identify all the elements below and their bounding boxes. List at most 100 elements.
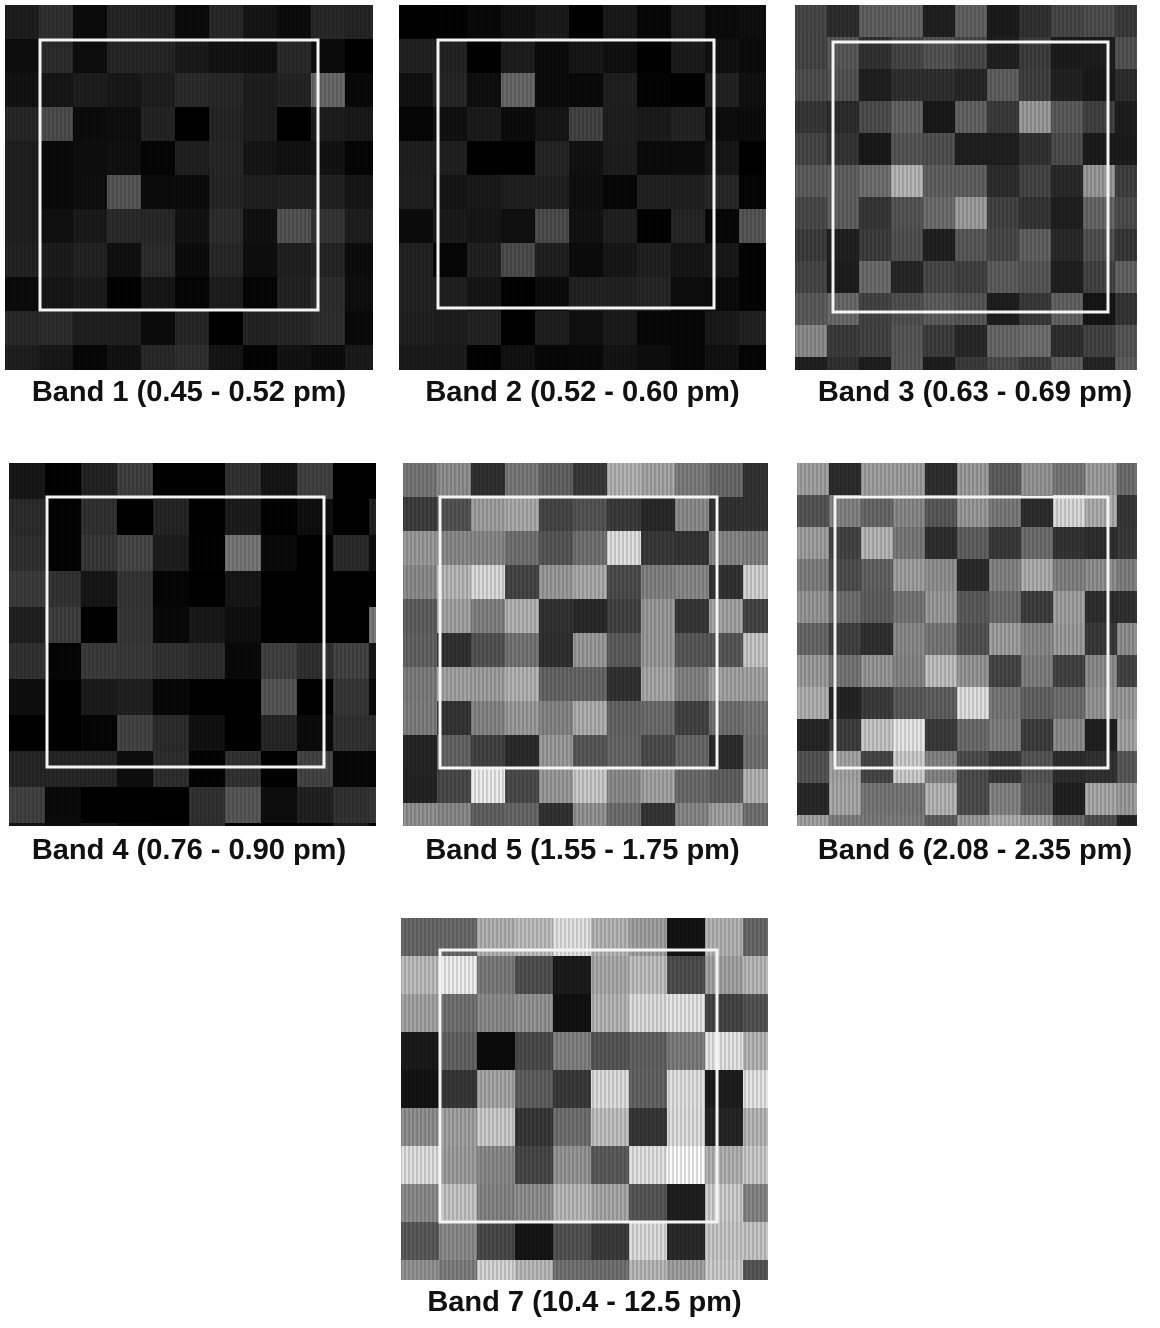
image-block	[45, 679, 81, 715]
image-block	[209, 39, 243, 73]
band-image	[797, 463, 1137, 826]
image-block	[705, 5, 739, 39]
image-block	[569, 5, 603, 39]
image-block	[311, 141, 345, 175]
image-block	[39, 277, 73, 311]
image-block	[5, 311, 39, 345]
caption: Band 1 (0.45 - 0.52 pm)	[5, 376, 373, 409]
image-block	[117, 643, 153, 679]
image-block	[603, 73, 637, 107]
image-block	[297, 463, 333, 499]
image-block	[297, 679, 333, 715]
image-block	[671, 5, 705, 39]
image-block	[225, 823, 261, 826]
image-block	[243, 107, 277, 141]
image-block	[573, 463, 607, 497]
image-block	[45, 787, 81, 823]
image-canvas	[797, 463, 1137, 826]
caption: Band 2 (0.52 - 0.60 pm)	[399, 376, 766, 409]
image-block	[501, 345, 535, 370]
image-block	[9, 823, 45, 826]
image-block	[603, 243, 637, 277]
image-block	[641, 531, 675, 565]
image-block	[189, 607, 225, 643]
image-block	[117, 787, 153, 823]
image-block	[1117, 463, 1137, 495]
band-image	[9, 463, 376, 826]
image-block	[467, 175, 501, 209]
image-block	[175, 277, 209, 311]
image-block	[1117, 815, 1137, 826]
image-block	[117, 535, 153, 571]
image-block	[153, 571, 189, 607]
image-block	[569, 73, 603, 107]
image-block	[505, 565, 539, 599]
image-block	[671, 277, 705, 311]
image-block	[225, 607, 261, 643]
image-block	[311, 209, 345, 243]
image-block	[641, 735, 675, 769]
image-block	[705, 175, 739, 209]
image-block	[539, 531, 573, 565]
image-block	[705, 311, 739, 345]
image-block	[5, 175, 39, 209]
image-block	[189, 463, 225, 499]
image-block	[675, 633, 709, 667]
image-block	[535, 175, 569, 209]
image-block	[671, 107, 705, 141]
image-block	[81, 463, 117, 499]
image-block	[333, 463, 369, 499]
image-block	[225, 535, 261, 571]
image-block	[641, 769, 675, 803]
image-block	[641, 667, 675, 701]
caption: Band 7 (10.4 - 12.5 pm)	[401, 1286, 768, 1319]
image-block	[573, 599, 607, 633]
image-block	[311, 345, 345, 370]
image-block	[539, 463, 573, 497]
image-block	[153, 715, 189, 751]
image-block	[637, 209, 671, 243]
image-block	[569, 107, 603, 141]
image-block	[175, 311, 209, 345]
image-block	[705, 243, 739, 277]
image-block	[471, 463, 505, 497]
caption: Band 5 (1.55 - 1.75 pm)	[399, 834, 766, 867]
image-block	[209, 175, 243, 209]
image-block	[333, 607, 369, 643]
image-block	[73, 73, 107, 107]
image-block	[277, 175, 311, 209]
band-image	[401, 918, 768, 1280]
image-block	[225, 715, 261, 751]
image-block	[5, 277, 39, 311]
image-block	[399, 39, 433, 73]
image-block	[5, 39, 39, 73]
image-block	[573, 565, 607, 599]
image-block	[705, 107, 739, 141]
image-block	[107, 209, 141, 243]
image-block	[437, 531, 471, 565]
image-block	[603, 175, 637, 209]
image-block	[311, 175, 345, 209]
image-block	[107, 73, 141, 107]
image-block	[671, 39, 705, 73]
image-block	[1117, 783, 1137, 815]
band-image	[403, 463, 768, 826]
image-block	[539, 497, 573, 531]
image-block	[277, 39, 311, 73]
image-block	[569, 141, 603, 175]
image-block	[539, 565, 573, 599]
image-block	[675, 667, 709, 701]
image-block	[505, 667, 539, 701]
image-block	[471, 701, 505, 735]
image-block	[607, 531, 641, 565]
image-block	[209, 73, 243, 107]
image-block	[225, 571, 261, 607]
image-block	[607, 735, 641, 769]
image-block	[117, 679, 153, 715]
image-block	[333, 823, 369, 826]
image-block	[603, 107, 637, 141]
image-block	[1117, 751, 1137, 783]
image-block	[501, 141, 535, 175]
image-block	[225, 787, 261, 823]
image-block	[403, 599, 437, 633]
